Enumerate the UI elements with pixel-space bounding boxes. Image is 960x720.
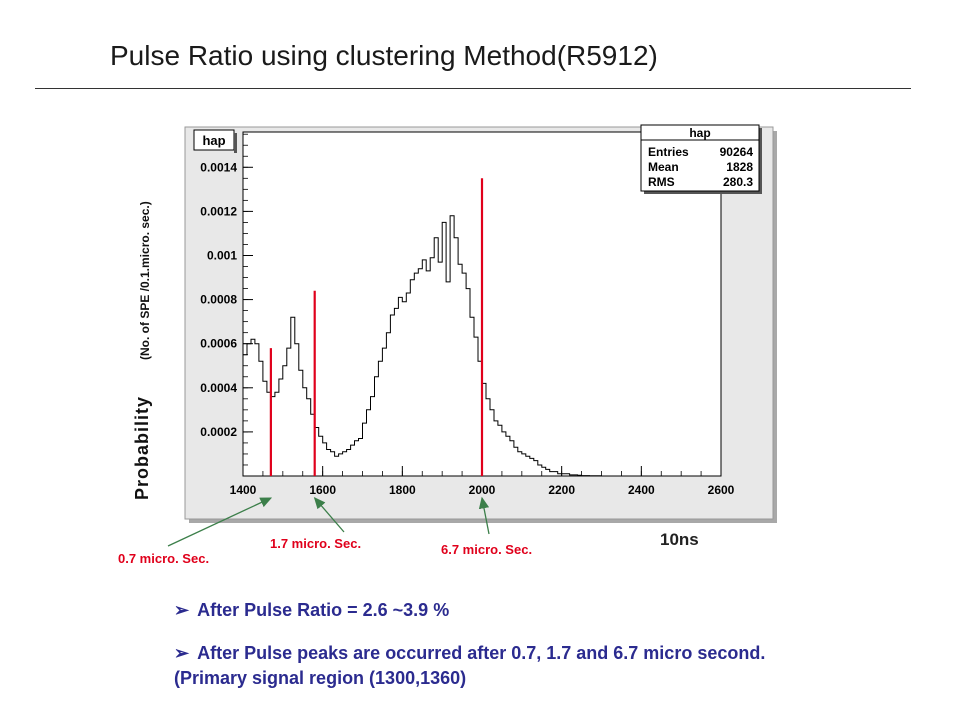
y-tick-label: 0.0004 <box>200 381 237 395</box>
bullet-item-1: ➢ After Pulse peaks are occurred after 0.… <box>174 641 794 691</box>
y-tick-label: 0.0012 <box>200 204 237 218</box>
bullet-arrow-icon: ➢ <box>174 643 190 663</box>
x-tick-label: 1800 <box>389 483 416 497</box>
x-tick-label: 2000 <box>469 483 496 497</box>
x-unit-label: 10ns <box>660 530 699 550</box>
annotation-arrow-0 <box>167 497 273 547</box>
x-unit-text: 10ns <box>660 530 699 549</box>
x-tick-label: 2400 <box>628 483 655 497</box>
y-tick-label: 0.0002 <box>200 425 237 439</box>
stats-value-mean: 1828 <box>726 160 753 174</box>
stats-label-entries: Entries <box>648 145 689 159</box>
hist-name-label: hap <box>202 133 225 148</box>
stats-title: hap <box>689 126 710 140</box>
bullet-text-0: After Pulse Ratio = 2.6 ~3.9 % <box>197 600 450 620</box>
title-divider <box>35 88 911 89</box>
stats-value-entries: 90264 <box>720 145 754 159</box>
bullet-text-1: After Pulse peaks are occurred after 0.7… <box>174 643 766 688</box>
x-tick-label: 1400 <box>230 483 257 497</box>
x-tick-label: 2600 <box>708 483 735 497</box>
x-tick-label: 2200 <box>548 483 575 497</box>
stats-label-mean: Mean <box>648 160 679 174</box>
bullet-item-0: ➢ After Pulse Ratio = 2.6 ~3.9 % <box>174 598 794 623</box>
slide-title: Pulse Ratio using clustering Method(R591… <box>110 40 658 71</box>
y-tick-label: 0.001 <box>207 248 237 262</box>
bullet-arrow-icon: ➢ <box>174 600 190 620</box>
stats-label-rms: RMS <box>648 175 675 189</box>
stats-value-rms: 280.3 <box>723 175 753 189</box>
x-tick-label: 1600 <box>309 483 336 497</box>
stats-box <box>640 124 760 192</box>
annotation-arrow-1 <box>313 497 345 533</box>
annotation-6-7-micro-sec: 6.7 micro. Sec. <box>441 542 533 557</box>
y-tick-label: 0.0008 <box>200 293 237 307</box>
hist-name-box-shadow <box>234 133 237 153</box>
histogram-line <box>243 215 721 477</box>
annotation-arrow-2 <box>478 496 490 535</box>
y-axis-sublabel: (No. of SPE /0.1.micro. sec.) <box>138 201 152 360</box>
y-tick-label: 0.0014 <box>200 160 237 174</box>
annotation-1-7-micro-sec: 1.7 micro. Sec. <box>270 536 362 551</box>
annotation-0-7-micro-sec: 0.7 micro. Sec. <box>118 551 210 566</box>
y-tick-label: 0.0006 <box>200 337 237 351</box>
y-axis-label: Probability <box>132 395 152 500</box>
